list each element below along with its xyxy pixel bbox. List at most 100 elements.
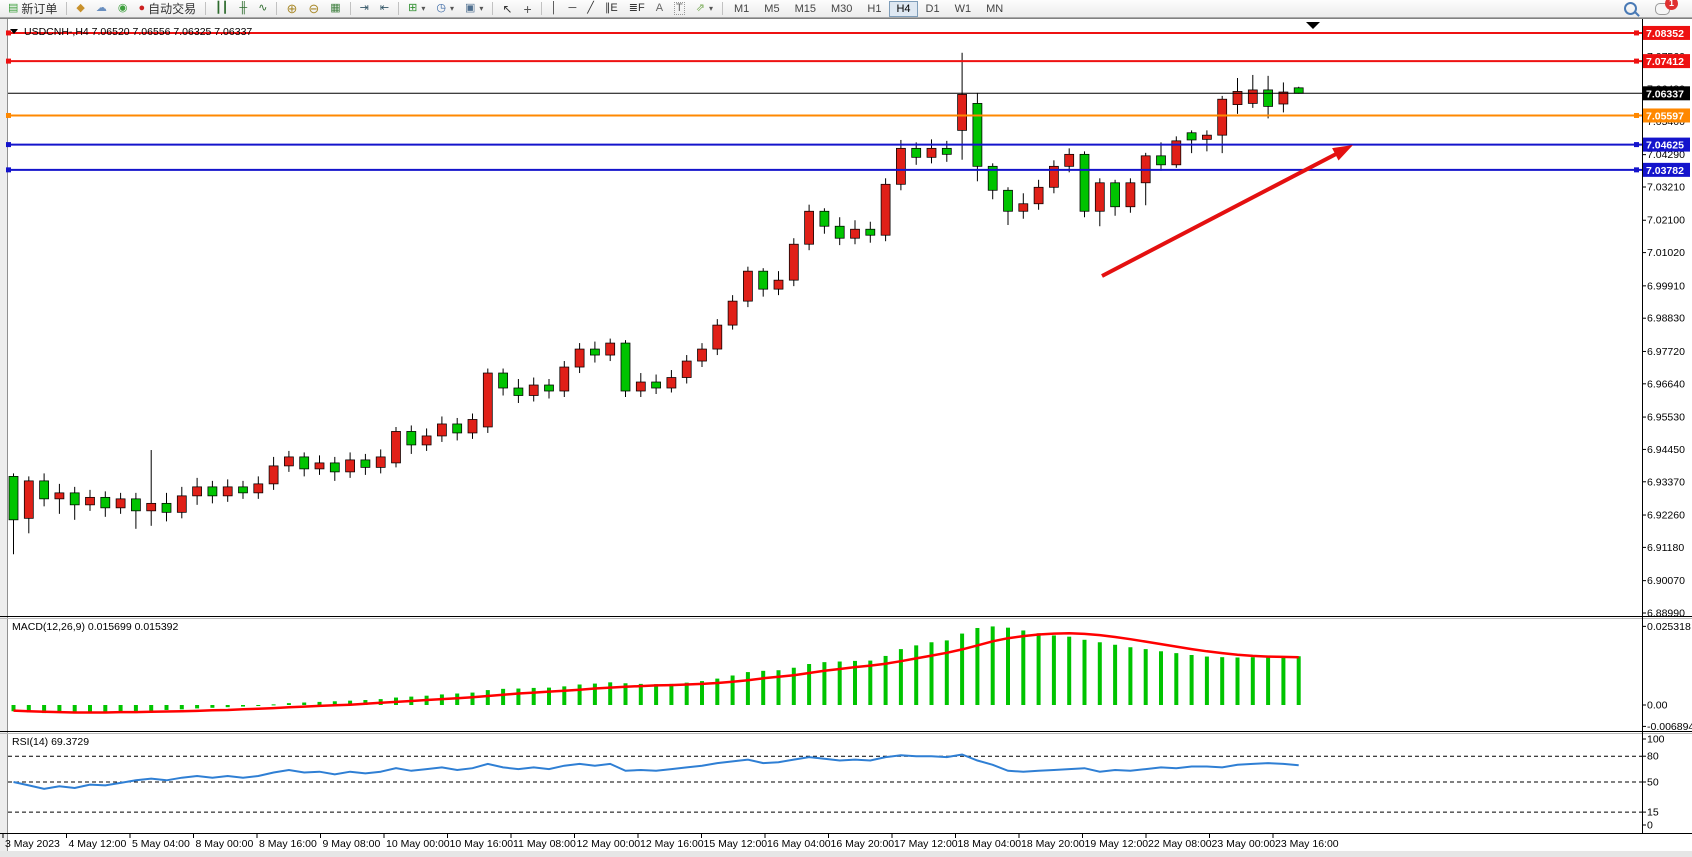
arrows-button[interactable]: ⇗ ▾ [691,1,718,17]
macd-histogram-bar [638,683,643,705]
line-handle[interactable] [6,30,11,36]
autotrade-label: 自动交易 [148,2,197,16]
history-center-button[interactable]: ◆ [71,1,89,17]
candle-body [192,486,202,497]
time-tick-label: 18 May 20:00 [1021,838,1085,850]
equidistant-channel-button[interactable]: ∥E [600,1,623,17]
macd-label: MACD(12,26,9) 0.015699 0.015392 [12,621,179,633]
macd-histogram-bar [1006,627,1010,705]
indicators-button[interactable]: ⊞ ▾ [403,1,430,17]
price-flag [1643,162,1690,177]
candle-body [1110,182,1120,208]
macd-histogram-bar [730,675,735,705]
timeframe-button-h4[interactable]: H4 [889,0,918,17]
candle-body [39,480,49,500]
candle-body [1278,91,1289,105]
chart-shift-marker[interactable] [1306,22,1320,29]
price-axis[interactable]: 7.075607.064807.054007.042907.032107.021… [1642,51,1685,619]
zoom-in-button[interactable]: ⊕ [281,1,302,17]
vertical-line-button[interactable]: │ [546,1,563,17]
candle-body [1232,91,1243,105]
timeframe-button-mn[interactable]: MN [986,2,1004,15]
line-handle[interactable] [1634,30,1639,36]
line-handle[interactable] [1634,142,1639,148]
publish-icon: ☁ [95,2,107,14]
zoom-out-button[interactable]: ⊖ [303,1,324,17]
trend-arrow[interactable] [1101,145,1353,278]
candle-body [743,270,753,302]
cursor-button[interactable]: ↖ [497,1,517,17]
macd-histogram-bar [42,705,47,714]
macd-histogram-bar [1296,656,1301,705]
macd-histogram-bar [944,640,949,705]
timeframe-button-d1[interactable]: D1 [925,2,940,15]
timeframe-button-m1[interactable]: M1 [734,2,750,15]
macd-panel[interactable]: MACD(12,26,9) 0.015699 0.015392 0.025318 0… [11,621,1692,733]
candle-body [115,498,126,509]
line-handle[interactable] [1634,58,1639,64]
trendline-button[interactable]: ╱ [582,1,599,17]
timeframe-button-h1[interactable]: H1 [867,2,882,15]
new-order-button[interactable]: ▤ 新订单 [3,1,62,17]
timeframe-button-m30[interactable]: M30 [830,2,853,15]
candle-body [1003,189,1013,212]
candlestick-chart-icon: ╫ [239,2,248,14]
search-button[interactable] [1619,1,1642,17]
trend-arrow-head[interactable] [1332,145,1353,161]
text-button[interactable]: A [651,1,668,17]
candle-body [1247,89,1258,104]
macd-histogram-bar [103,705,108,713]
autotrade-button[interactable]: ● 自动交易 [134,1,202,17]
candlestick-chart-button[interactable]: ╫ [234,1,252,17]
trend-arrow-shaft[interactable] [1101,151,1339,278]
crosshair-icon: + [523,0,532,17]
price-tick-label: 6.88990 [1647,607,1685,619]
bar-chart-button[interactable]: ┃┃ [210,1,233,17]
line-handle[interactable] [6,112,11,118]
macd-histogram-bar [592,683,597,705]
price-tick-label: 7.02100 [1647,215,1685,227]
crosshair-button[interactable]: + [518,1,536,17]
search-icon [1624,2,1637,15]
publish-button[interactable]: ☁ [91,1,112,17]
horizontal-line-button[interactable]: ─ [564,1,582,17]
macd-histogram-bar [745,672,750,705]
window-left-margin [0,18,7,857]
macd-histogram-bar [1281,656,1286,705]
line-handle[interactable] [6,58,11,64]
chart-shift-button[interactable]: ⇤ [375,1,394,17]
one-click-trading-toggle[interactable] [10,29,18,34]
line-chart-button[interactable]: ∿ [253,1,272,17]
auto-scroll-button[interactable]: ⇥ [355,1,374,17]
templates-button[interactable]: ▣ ▾ [460,1,488,17]
text-label-button[interactable]: T [669,1,690,17]
tile-windows-button[interactable]: ▦ [325,1,345,17]
price-tick-label: 6.90070 [1647,575,1685,587]
time-tick-label: 8 May 16:00 [259,838,317,850]
symbol-ohlc-info: USDCNH-,H4 7.06520 7.06556 7.06325 7.063… [24,26,252,38]
candle-body [1202,134,1212,140]
macd-histogram-bar [133,705,138,712]
time-axis[interactable]: 3 May 2023 4 May 12:00 5 May 04:00 8 May 00… [2,834,1339,850]
line-handle[interactable] [6,142,11,148]
macd-histogram-bar [807,664,812,705]
candle-body [437,423,447,437]
time-tick-label: 4 May 12:00 [69,838,127,850]
chevron-down-icon: ▾ [449,4,454,13]
timeframe-button-m5[interactable]: M5 [764,2,780,15]
candle-body [620,342,631,392]
periods-button[interactable]: ◷ ▾ [431,1,459,17]
trendline-icon: ╱ [587,2,594,14]
line-handle[interactable] [1634,112,1639,118]
price-tick-label: 6.93370 [1647,476,1685,488]
notifications-button[interactable]: 1 [1650,0,1683,17]
signals-button[interactable]: ◉ [113,1,133,17]
timeframe-button-w1[interactable]: W1 [954,2,972,15]
fibonacci-button[interactable]: ≣F [624,1,650,17]
rsi-panel[interactable]: RSI(14) 69.3729 100 80 50 150 [8,734,1665,832]
timeframe-button-m15[interactable]: M15 [794,2,816,15]
line-handle[interactable] [6,167,11,173]
line-handle[interactable] [1634,167,1639,173]
